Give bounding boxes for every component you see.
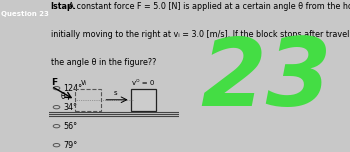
Text: Question 23: Question 23	[1, 11, 48, 17]
Text: vᴼ = 0: vᴼ = 0	[132, 80, 155, 86]
Text: 124°: 124°	[63, 84, 82, 93]
Bar	[75, 89, 101, 111]
Text: θ: θ	[61, 92, 65, 101]
Text: A constant force F = 5.0 [N] is applied at a certain angle θ from the horizontal: A constant force F = 5.0 [N] is applied …	[66, 2, 350, 11]
Text: 56°: 56°	[63, 122, 77, 131]
Text: Istap.: Istap.	[50, 2, 76, 11]
Text: 79°: 79°	[63, 141, 77, 150]
Text: vᵢ: vᵢ	[81, 78, 87, 87]
Bar	[131, 89, 156, 111]
Text: initially moving to the right at vᵢ = 3.0 [m/s]. If the block stops after travel: initially moving to the right at vᵢ = 3.…	[50, 30, 350, 39]
Text: F: F	[51, 78, 57, 86]
Text: s: s	[113, 90, 117, 96]
Text: 23: 23	[200, 34, 332, 126]
Text: the angle θ in the figure??: the angle θ in the figure??	[50, 58, 156, 67]
Text: 34°: 34°	[63, 103, 77, 112]
